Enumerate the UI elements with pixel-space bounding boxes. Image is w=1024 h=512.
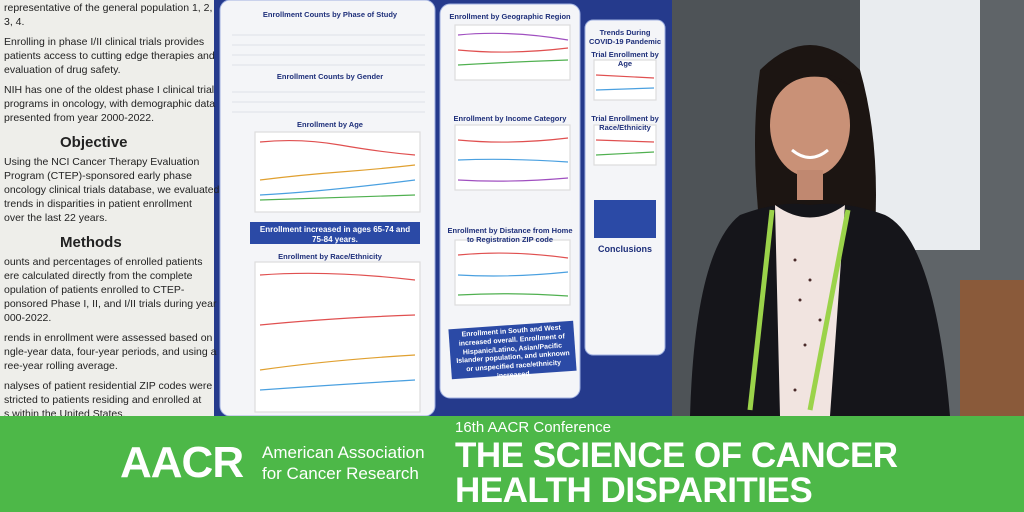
- title: HEALTH DISPARITIES: [455, 471, 813, 510]
- body-text: stricted to patients residing and enroll…: [4, 394, 202, 406]
- org-name: American Association: [262, 443, 425, 462]
- body-text: Using the NCI Cancer Therapy Evaluation: [4, 156, 200, 168]
- panel-title: Enrollment by Geographic Region: [449, 12, 571, 21]
- section-heading: Objective: [60, 134, 128, 151]
- body-text: representative of the general population…: [4, 2, 213, 14]
- body-text: patients access to cutting edge therapie…: [4, 50, 215, 62]
- body-text: 3, 4.: [4, 16, 25, 28]
- callout: Enrollment increased in ages 65-74 and 7…: [250, 222, 420, 244]
- body-text: ngle-year data, four-year periods, and u…: [4, 346, 217, 358]
- org-name: for Cancer Research: [262, 464, 419, 483]
- conference: 16th AACR Conference: [455, 419, 611, 436]
- body-text: rends in enrollment were assessed based …: [4, 332, 213, 344]
- body-text: Program (CTEP)-sponsored early phase: [4, 170, 192, 182]
- panel-title: Enrollment by Distance from Home to Regi…: [447, 226, 573, 244]
- body-text: 000-2022.: [4, 312, 52, 324]
- panel-title: Trial Enrollment by Age: [591, 50, 659, 68]
- title: THE SCIENCE OF CANCER: [455, 436, 898, 475]
- panel-title: Conclusions: [597, 244, 652, 254]
- body-text: nalyses of patient residential ZIP codes…: [4, 380, 213, 392]
- body-text: oncology clinical trials database, we ev…: [4, 184, 220, 196]
- body-text: ounts and percentages of enrolled patien…: [4, 256, 203, 268]
- photo-background: [0, 0, 1024, 416]
- logo: AACR: [120, 438, 244, 487]
- body-text: trends in disparities in patient enrollm…: [4, 198, 192, 210]
- callout: Enrollment in South and West increased o…: [448, 320, 577, 380]
- panel-title: Trial Enrollment by Race/Ethnicity: [591, 114, 659, 132]
- body-text: Enrolling in phase I/II clinical trials …: [4, 36, 205, 48]
- body-text: ere calculated directly from the complet…: [4, 270, 193, 282]
- body-text: evaluation of drug safety.: [4, 64, 121, 76]
- panel-title: Enrollment Counts by Phase of Study: [262, 10, 398, 19]
- body-text: presented from year 2000-2022.: [4, 112, 155, 124]
- banner: AACR American Association for Cancer Res…: [0, 416, 1024, 512]
- body-text: NIH has one of the oldest phase I clinic…: [4, 84, 215, 96]
- body-text: ree-year rolling average.: [4, 360, 118, 372]
- body-text: programs in oncology, with demographic d…: [4, 98, 216, 110]
- panel-title: Enrollment by Age: [297, 120, 363, 129]
- panel-title: Enrollment Counts by Gender: [276, 72, 384, 81]
- body-text: opulation of patients enrolled to CTEP-: [4, 284, 185, 296]
- panel-title: Enrollment by Income Category: [453, 114, 567, 123]
- panel-title: Trends During COVID-19 Pandemic: [588, 28, 662, 46]
- panel-title: Enrollment by Race/Ethnicity: [278, 252, 382, 261]
- body-text: over the last 22 years.: [4, 212, 108, 224]
- section-heading: Methods: [60, 234, 122, 251]
- body-text: ponsored Phase I, II, and I/II trials du…: [4, 298, 217, 310]
